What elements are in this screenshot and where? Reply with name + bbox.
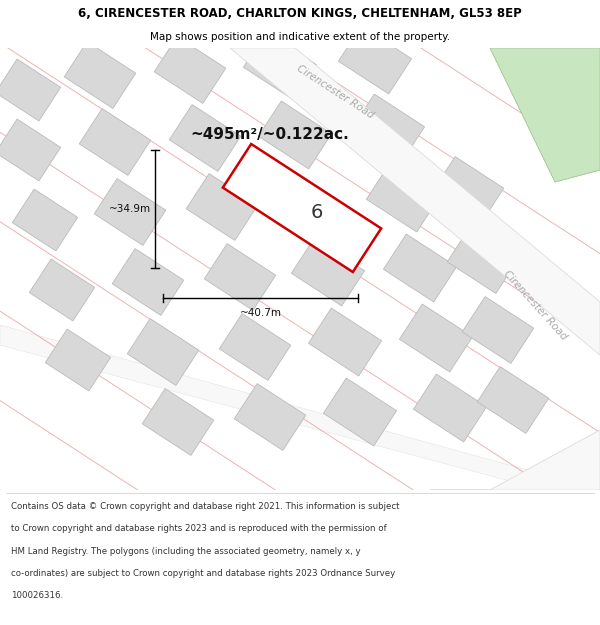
Polygon shape: [64, 42, 136, 108]
Polygon shape: [112, 249, 184, 316]
Text: HM Land Registry. The polygons (including the associated geometry, namely x, y: HM Land Registry. The polygons (includin…: [11, 547, 361, 556]
Polygon shape: [490, 48, 600, 182]
Text: ~34.9m: ~34.9m: [109, 204, 151, 214]
Polygon shape: [234, 384, 306, 451]
Polygon shape: [430, 430, 600, 490]
Polygon shape: [230, 48, 600, 355]
Polygon shape: [292, 238, 365, 306]
Text: Cirencester Road: Cirencester Road: [502, 268, 569, 342]
Text: co-ordinates) are subject to Crown copyright and database rights 2023 Ordnance S: co-ordinates) are subject to Crown copyr…: [11, 569, 395, 578]
Polygon shape: [338, 26, 412, 94]
Polygon shape: [462, 297, 534, 363]
Text: to Crown copyright and database rights 2023 and is reproduced with the permissio: to Crown copyright and database rights 2…: [11, 524, 386, 533]
Text: ~495m²/~0.122ac.: ~495m²/~0.122ac.: [191, 127, 349, 142]
Polygon shape: [244, 32, 317, 100]
Polygon shape: [0, 325, 600, 505]
Text: Contains OS data © Crown copyright and database right 2021. This information is : Contains OS data © Crown copyright and d…: [11, 502, 400, 511]
Polygon shape: [142, 389, 214, 456]
Polygon shape: [94, 179, 166, 246]
Polygon shape: [46, 329, 110, 391]
Polygon shape: [186, 174, 258, 241]
Text: Cirencester Road: Cirencester Road: [295, 63, 375, 121]
Polygon shape: [400, 304, 473, 372]
Polygon shape: [230, 48, 600, 355]
Polygon shape: [0, 119, 61, 181]
Text: ~40.7m: ~40.7m: [239, 308, 281, 318]
Polygon shape: [204, 244, 276, 311]
Text: 6, CIRENCESTER ROAD, CHARLTON KINGS, CHELTENHAM, GL53 8EP: 6, CIRENCESTER ROAD, CHARLTON KINGS, CHE…: [78, 7, 522, 20]
Polygon shape: [477, 367, 549, 433]
Text: Map shows position and indicative extent of the property.: Map shows position and indicative extent…: [150, 32, 450, 43]
Polygon shape: [432, 157, 504, 223]
Polygon shape: [219, 314, 291, 381]
Polygon shape: [154, 37, 226, 103]
Text: 6: 6: [311, 204, 323, 222]
Polygon shape: [383, 234, 457, 302]
Polygon shape: [367, 164, 440, 232]
Polygon shape: [127, 319, 199, 386]
Polygon shape: [308, 308, 382, 376]
Polygon shape: [29, 259, 95, 321]
Polygon shape: [430, 430, 600, 490]
Polygon shape: [490, 48, 600, 182]
Polygon shape: [352, 94, 425, 162]
Polygon shape: [447, 227, 519, 293]
Polygon shape: [13, 189, 77, 251]
Polygon shape: [223, 144, 381, 272]
Polygon shape: [413, 374, 487, 442]
Text: 100026316.: 100026316.: [11, 591, 63, 600]
Polygon shape: [169, 104, 241, 171]
Polygon shape: [0, 59, 61, 121]
Polygon shape: [259, 101, 332, 169]
Polygon shape: [323, 378, 397, 446]
Polygon shape: [79, 109, 151, 176]
